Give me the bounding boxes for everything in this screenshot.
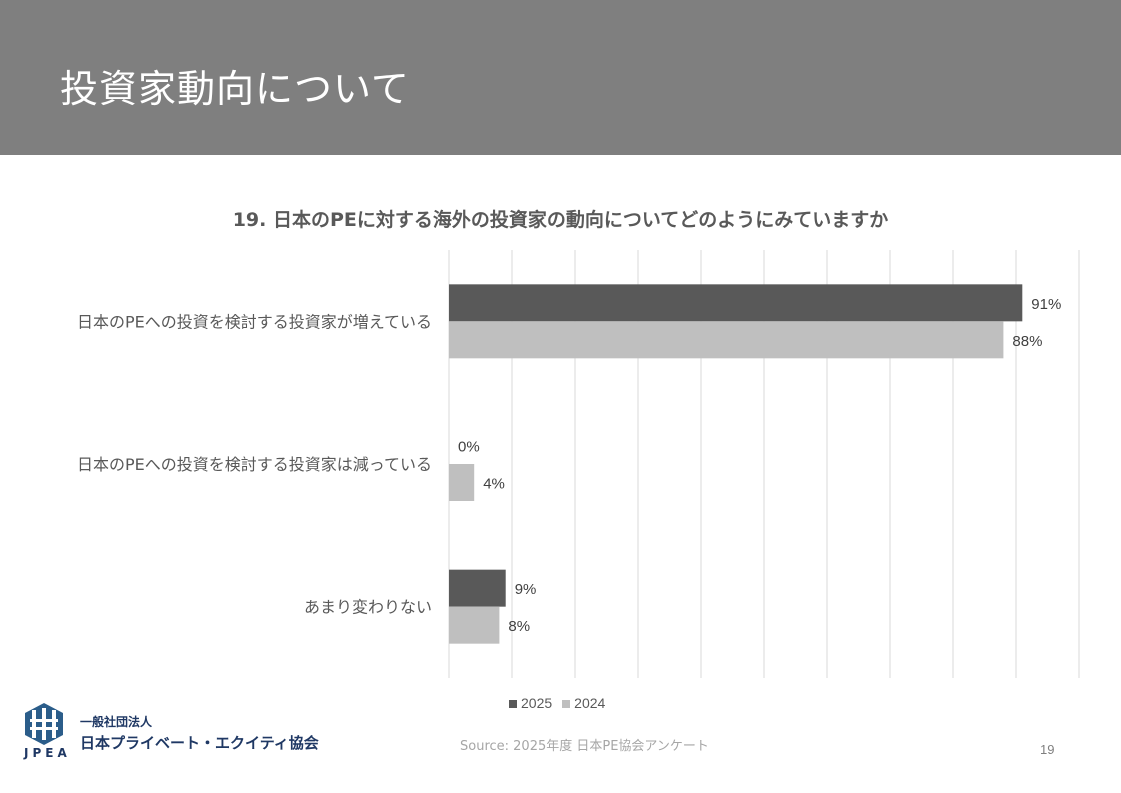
data-label: 9%	[515, 581, 537, 598]
header-bar: 投資家動向について	[0, 0, 1121, 155]
legend-swatch	[509, 700, 517, 708]
chart-legend: 2025 2024	[509, 695, 605, 711]
source-note: Source: 2025年度 日本PE協会アンケート	[460, 739, 709, 754]
legend-label: 2024	[574, 695, 606, 711]
jpea-logo	[22, 702, 66, 750]
bar-2025	[449, 569, 506, 607]
data-label: 0%	[458, 439, 480, 456]
category-label: 日本のPEへの投資を検討する投資家は減っている	[77, 455, 432, 474]
bar-2024	[449, 606, 500, 644]
data-label: 4%	[483, 476, 505, 493]
legend-swatch	[562, 700, 571, 708]
page-number: 19	[1040, 742, 1055, 757]
page-title: 投資家動向について	[60, 67, 410, 111]
logo-text: JPEA	[24, 746, 71, 760]
data-label: 91%	[1031, 296, 1061, 313]
legend-label: 2025	[521, 695, 553, 711]
legend-item-2024: 2024	[562, 695, 605, 711]
bar-2025	[449, 284, 1023, 322]
org-type: 一般社団法人	[80, 715, 153, 729]
data-label: 8%	[508, 618, 530, 635]
bar-2024	[449, 464, 475, 501]
legend-item-2025: 2025	[509, 695, 552, 711]
chart-title: 19. 日本のPEに対する海外の投資家の動向についてどのようにみていますか	[232, 209, 889, 231]
category-label: 日本のPEへの投資を検討する投資家が増えている	[77, 312, 432, 331]
data-label: 88%	[1012, 333, 1042, 350]
category-label: あまり変わりない	[304, 598, 432, 617]
bar-2024	[449, 321, 1004, 359]
org-name: 日本プライベート・エクイティ協会	[80, 734, 319, 752]
